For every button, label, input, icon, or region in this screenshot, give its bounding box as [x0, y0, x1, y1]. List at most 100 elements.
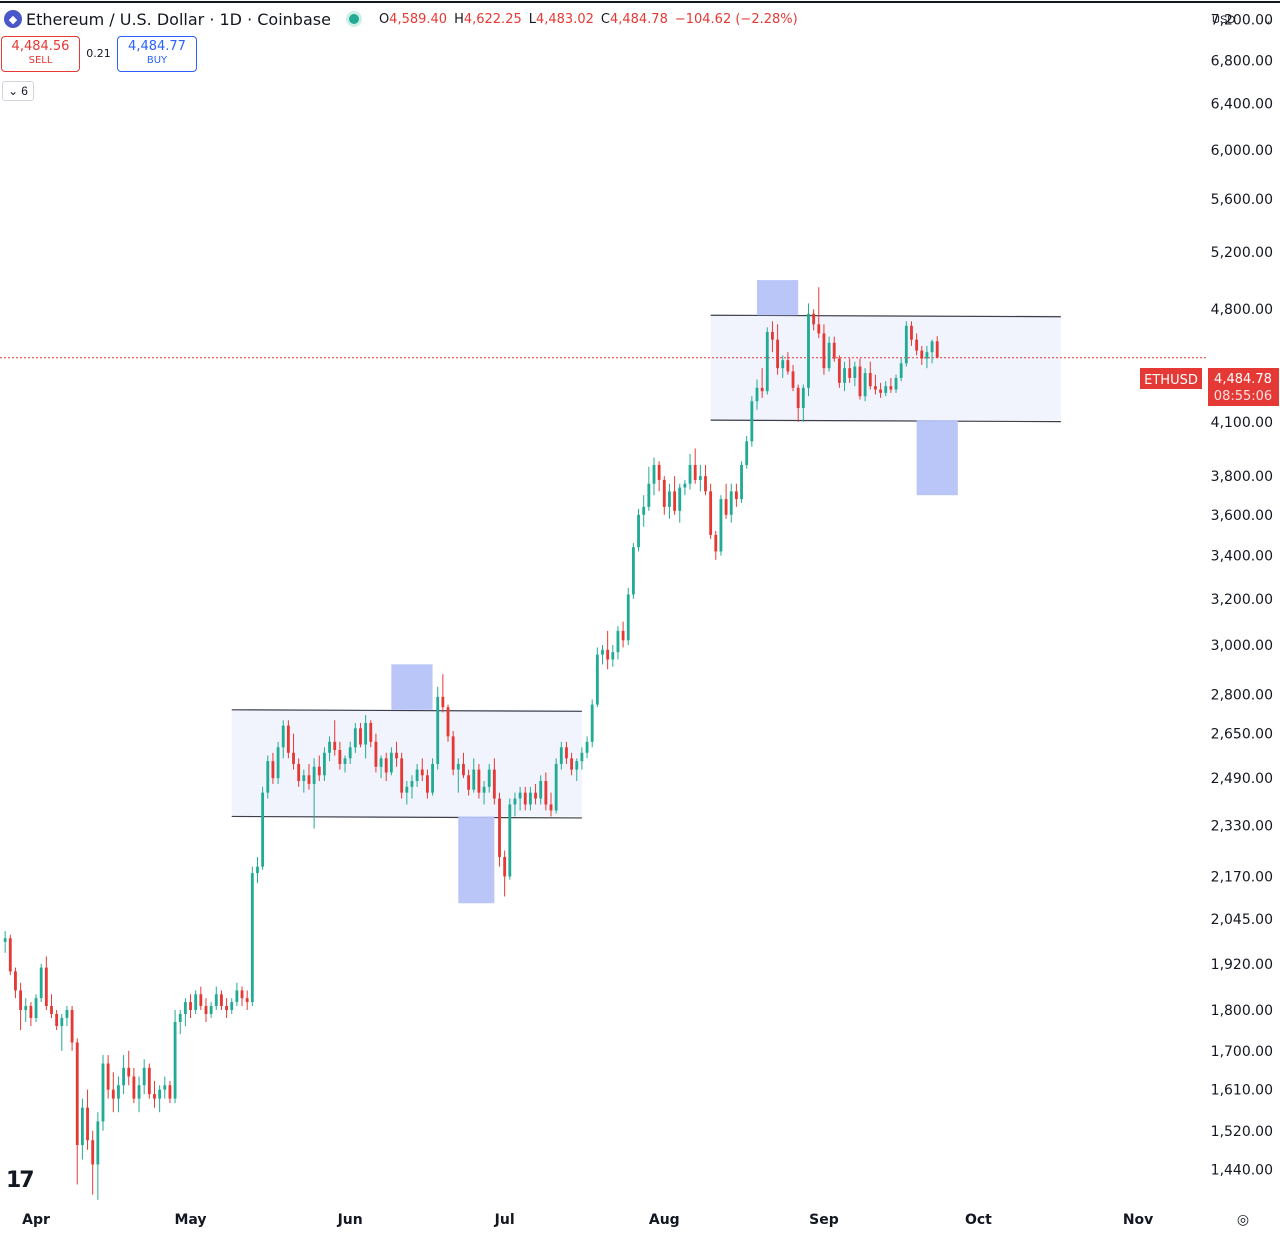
- candle[interactable]: [297, 758, 301, 787]
- zone-top-line[interactable]: [710, 314, 1061, 318]
- candle[interactable]: [261, 786, 265, 870]
- candle[interactable]: [323, 747, 326, 782]
- candle[interactable]: [894, 374, 898, 393]
- highlight-box[interactable]: [756, 280, 799, 316]
- candle[interactable]: [817, 287, 821, 339]
- candle[interactable]: [420, 758, 424, 782]
- candle[interactable]: [472, 758, 476, 793]
- candle[interactable]: [503, 850, 507, 897]
- candle[interactable]: [256, 856, 259, 884]
- candle[interactable]: [96, 1112, 100, 1200]
- candle[interactable]: [34, 994, 38, 1022]
- candle[interactable]: [580, 747, 584, 770]
- candle[interactable]: [395, 741, 398, 767]
- candle[interactable]: [652, 457, 656, 496]
- candle[interactable]: [467, 769, 471, 796]
- candle[interactable]: [415, 763, 419, 787]
- candle[interactable]: [585, 736, 589, 759]
- candle[interactable]: [544, 772, 548, 811]
- candle[interactable]: [209, 1002, 213, 1018]
- candle[interactable]: [436, 686, 440, 770]
- candle[interactable]: [400, 752, 404, 799]
- candle[interactable]: [678, 483, 682, 523]
- candle[interactable]: [132, 1067, 136, 1104]
- candle[interactable]: [528, 786, 532, 811]
- candle[interactable]: [765, 327, 769, 395]
- market-status-icon[interactable]: [348, 14, 359, 24]
- candle[interactable]: [925, 345, 929, 369]
- symbol-title[interactable]: Ethereum / U.S. Dollar · 1D · Coinbase: [26, 9, 331, 29]
- time-axis[interactable]: Apr May Jun Jul Aug Sep Oct Nov: [22, 1212, 1153, 1228]
- candle[interactable]: [343, 755, 347, 773]
- candle[interactable]: [930, 339, 934, 364]
- candle[interactable]: [534, 783, 537, 805]
- candle[interactable]: [70, 1006, 74, 1051]
- candle[interactable]: [230, 998, 234, 1014]
- candle[interactable]: [312, 758, 316, 829]
- candle[interactable]: [709, 483, 713, 539]
- candle[interactable]: [899, 358, 903, 382]
- candle[interactable]: [832, 336, 836, 362]
- candle[interactable]: [693, 448, 697, 484]
- candle[interactable]: [75, 1038, 79, 1185]
- candle[interactable]: [884, 381, 888, 397]
- candle[interactable]: [106, 1055, 110, 1099]
- candle[interactable]: [776, 324, 780, 375]
- candle[interactable]: [513, 792, 517, 817]
- candle[interactable]: [204, 998, 208, 1022]
- candle[interactable]: [719, 495, 723, 556]
- candle[interactable]: [384, 752, 388, 782]
- highlight-box[interactable]: [458, 816, 495, 904]
- candle[interactable]: [910, 321, 913, 346]
- candle[interactable]: [848, 358, 852, 383]
- candle[interactable]: [24, 998, 28, 1022]
- candle[interactable]: [446, 704, 450, 742]
- candle[interactable]: [189, 994, 192, 1018]
- candle[interactable]: [328, 736, 331, 762]
- candle[interactable]: [137, 1076, 141, 1113]
- candle[interactable]: [194, 990, 198, 1014]
- candle[interactable]: [642, 495, 646, 527]
- candle[interactable]: [425, 769, 429, 799]
- candle[interactable]: [683, 479, 687, 496]
- candle[interactable]: [8, 934, 12, 976]
- candle[interactable]: [60, 1013, 64, 1051]
- candle[interactable]: [86, 1089, 89, 1150]
- range-zone[interactable]: [710, 315, 1061, 421]
- candle[interactable]: [307, 763, 311, 790]
- candle[interactable]: [271, 752, 275, 784]
- candle[interactable]: [611, 645, 615, 667]
- candle[interactable]: [539, 775, 543, 805]
- candle[interactable]: [292, 733, 295, 770]
- candle[interactable]: [559, 741, 563, 770]
- candle[interactable]: [276, 741, 280, 784]
- candle[interactable]: [734, 483, 738, 507]
- candle[interactable]: [595, 647, 599, 708]
- candle[interactable]: [791, 364, 795, 392]
- candle[interactable]: [122, 1055, 126, 1095]
- zone-top-line[interactable]: [231, 709, 582, 712]
- candle[interactable]: [65, 1006, 69, 1027]
- candle[interactable]: [889, 377, 893, 393]
- candle[interactable]: [740, 461, 743, 503]
- candle[interactable]: [827, 336, 831, 372]
- candle[interactable]: [153, 1080, 156, 1108]
- candle[interactable]: [498, 792, 501, 867]
- candle[interactable]: [235, 982, 239, 1007]
- candle[interactable]: [178, 1009, 182, 1035]
- candle[interactable]: [704, 464, 707, 496]
- candle[interactable]: [29, 1002, 33, 1027]
- candle[interactable]: [281, 720, 285, 759]
- candle[interactable]: [158, 1085, 162, 1113]
- candle[interactable]: [786, 352, 790, 375]
- candle[interactable]: [353, 722, 357, 753]
- candle[interactable]: [698, 464, 702, 492]
- candle[interactable]: [637, 508, 640, 552]
- candle[interactable]: [606, 630, 610, 670]
- zone-bottom-line[interactable]: [231, 815, 582, 819]
- sell-button[interactable]: 4,484.56 SELL: [1, 36, 80, 72]
- candle[interactable]: [410, 775, 414, 799]
- candle[interactable]: [565, 741, 568, 764]
- candle[interactable]: [379, 755, 383, 779]
